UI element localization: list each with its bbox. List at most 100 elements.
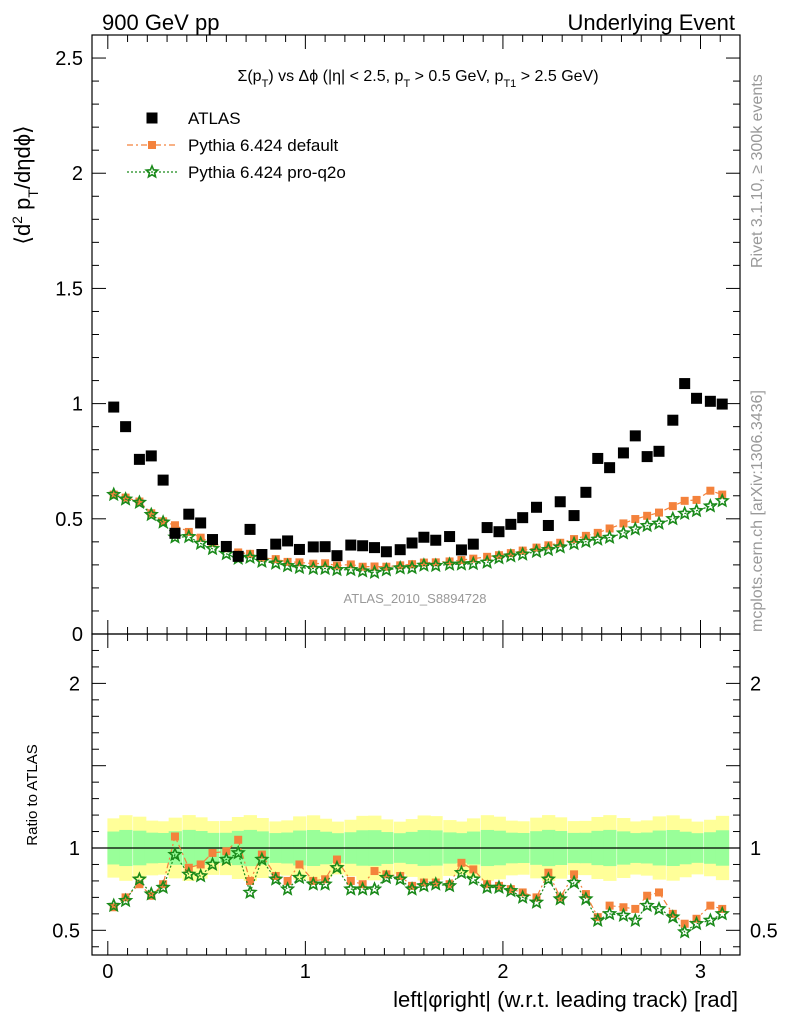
data-point: [430, 534, 442, 546]
top-y-tick-label: 2: [72, 163, 83, 185]
data-point: [457, 858, 466, 867]
top-ylabel-sup: 2: [9, 216, 25, 224]
data-point: [295, 860, 304, 869]
bottom-y-tick-label-right: 0.5: [750, 920, 778, 942]
data-point: [653, 445, 665, 457]
top-title-part-1: Σ(p: [237, 68, 261, 85]
data-point: [503, 548, 519, 563]
data-point: [354, 881, 371, 896]
data-point: [615, 525, 632, 540]
top-title-sub-3: T1: [503, 78, 516, 90]
data-point: [568, 510, 580, 522]
data-point: [667, 414, 679, 426]
data-point: [120, 421, 132, 433]
data-point: [465, 555, 481, 571]
legend-marker: [144, 163, 160, 179]
data-point: [305, 876, 321, 891]
data-point: [145, 450, 157, 462]
data-point: [147, 891, 156, 900]
x-tick-label: 2: [497, 961, 508, 983]
top-y-tick-label: 1.5: [55, 278, 83, 300]
data-point: [431, 558, 440, 567]
data-point: [329, 561, 345, 577]
data-point: [106, 897, 122, 913]
data-point: [680, 919, 689, 928]
data-point: [592, 452, 604, 464]
x-tick-label: 1: [300, 961, 311, 983]
data-point: [679, 378, 691, 390]
data-point: [566, 874, 582, 890]
data-point: [494, 881, 503, 890]
data-point: [493, 526, 505, 538]
data-point: [491, 549, 507, 565]
data-point: [483, 880, 492, 889]
data-point: [366, 564, 383, 580]
data-point: [552, 539, 568, 554]
data-point: [655, 888, 663, 897]
bottom-panel: [92, 815, 740, 939]
data-point: [196, 860, 205, 869]
data-point: [309, 876, 318, 885]
data-point: [688, 502, 705, 518]
data-point: [578, 533, 594, 549]
data-point: [639, 517, 655, 533]
data-point: [419, 878, 428, 887]
data-point: [244, 523, 256, 535]
data-point: [345, 539, 357, 551]
data-point: [109, 903, 118, 912]
data-point: [366, 881, 383, 896]
data-point: [159, 517, 168, 526]
top-y-tick-label: 2.5: [55, 48, 83, 70]
data-point: [396, 561, 405, 570]
data-point: [143, 886, 159, 901]
series-proq2o: [106, 486, 730, 580]
data-point: [357, 540, 369, 552]
data-point: [117, 491, 134, 506]
data-point: [268, 871, 284, 886]
data-point: [506, 549, 515, 558]
data-point: [218, 851, 235, 867]
watermark: ATLAS_2010_S8894728: [344, 591, 487, 606]
data-point: [531, 501, 543, 513]
bottom-y-tick-label-right: 1: [750, 838, 761, 860]
data-point: [307, 541, 319, 553]
data-point: [131, 494, 148, 509]
top-y-ticks: [92, 57, 740, 635]
series-line-ratio-proq2o: [113, 852, 723, 933]
xlabel: left|φright| (w.r.t. leading track) [rad…: [393, 987, 738, 1012]
legend-marker: [148, 141, 156, 149]
top-ylabel: ⟨d2 pT/dηdϕ⟩: [9, 125, 41, 244]
data-point: [416, 557, 432, 572]
data-point: [195, 517, 207, 529]
data-point: [131, 871, 148, 886]
data-point: [170, 832, 179, 841]
data-point: [378, 869, 395, 885]
data-point: [688, 915, 705, 931]
top-ylabel-part-3: /dηdϕ⟩: [10, 125, 35, 189]
data-point: [714, 492, 730, 508]
data-point: [445, 557, 454, 566]
data-point: [279, 881, 296, 896]
data-point: [242, 884, 258, 899]
data-point: [692, 495, 701, 504]
data-point: [254, 851, 270, 867]
series-ratio-proq2o: [106, 844, 730, 939]
data-point: [691, 392, 703, 404]
data-point: [494, 551, 503, 560]
data-point: [601, 529, 618, 545]
data-point: [631, 904, 640, 913]
data-point: [552, 890, 568, 906]
data-point: [514, 889, 531, 904]
data-point: [331, 550, 343, 562]
data-point: [505, 518, 517, 530]
data-point: [428, 876, 444, 891]
data-point: [702, 912, 719, 927]
bottom-y-ticks: [92, 649, 740, 948]
data-point: [590, 531, 606, 546]
legend-item-default: Pythia 6.424 default: [127, 136, 339, 155]
data-point: [183, 508, 195, 520]
data-point: [317, 560, 333, 576]
data-point: [619, 903, 628, 912]
data-point: [540, 541, 557, 557]
